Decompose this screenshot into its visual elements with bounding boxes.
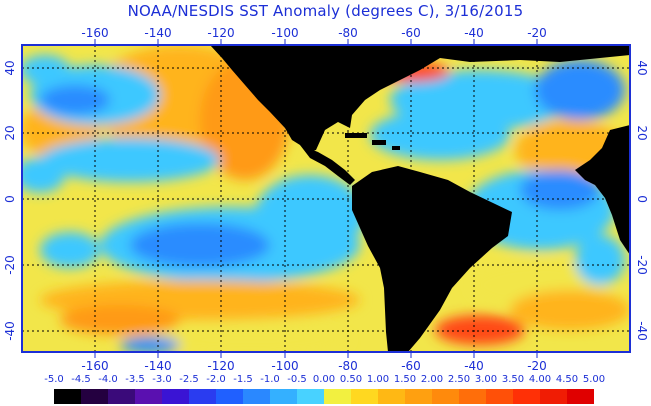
legend-label: -0.5: [287, 374, 307, 385]
sst-anomaly-map: -160 -140 -120 -100 -80 -60 -40 -20 -160…: [3, 26, 649, 372]
land-mask: [210, 45, 630, 352]
legend-label: -3.0: [152, 374, 172, 385]
legend-swatch: [162, 389, 189, 404]
legend-swatch: [513, 389, 540, 404]
legend-label: 5.00: [582, 374, 606, 385]
legend-swatch: [540, 389, 567, 404]
legend-swatch: [108, 389, 135, 404]
lon-label-bottom: -160: [81, 359, 108, 372]
tick-marks: [94, 39, 538, 358]
legend-swatch: [243, 389, 270, 404]
lat-label-left: 0: [3, 195, 17, 203]
legend-swatch: [567, 389, 594, 404]
legend-swatch: [54, 389, 81, 404]
legend-label: -1.0: [260, 374, 280, 385]
legend-swatch: [135, 389, 162, 404]
lon-label-bottom: -40: [464, 359, 484, 372]
lon-label-bottom: -100: [271, 359, 298, 372]
legend-label: -5.0: [44, 374, 64, 385]
lon-label-bottom: -140: [144, 359, 171, 372]
legend-label: 1.50: [393, 374, 417, 385]
legend-swatch: [486, 389, 513, 404]
legend-swatch: [405, 389, 432, 404]
lon-label-bottom: -20: [527, 359, 547, 372]
legend-swatch: [351, 389, 378, 404]
legend-swatch: [459, 389, 486, 404]
lat-label-right: -40: [635, 321, 649, 341]
lat-label-right: 20: [635, 125, 649, 140]
lat-label-left: 40: [3, 60, 17, 75]
lon-label-bottom: -60: [401, 359, 421, 372]
lon-label-top: -100: [271, 26, 298, 40]
legend-label: 1.00: [366, 374, 390, 385]
lon-label-bottom: -120: [207, 359, 234, 372]
lon-label-top: -120: [207, 26, 234, 40]
legend-swatch: [216, 389, 243, 404]
legend-label: 3.50: [501, 374, 525, 385]
legend-swatch: [189, 389, 216, 404]
lat-label-left: -20: [3, 255, 17, 275]
lat-label-left: -40: [3, 321, 17, 341]
legend-swatch: [81, 389, 108, 404]
lat-label-right: 40: [635, 60, 649, 75]
lon-label-top: -80: [338, 26, 358, 40]
legend-label: 0.50: [339, 374, 363, 385]
legend-label: 0.00: [312, 374, 336, 385]
legend-label: -2.5: [179, 374, 199, 385]
lon-label-top: -140: [144, 26, 171, 40]
lon-label-top: -20: [527, 26, 547, 40]
legend-label: -4.5: [71, 374, 91, 385]
legend-swatch: [297, 389, 324, 404]
ocean-anomaly-field: [22, 45, 630, 352]
legend-swatch: [270, 389, 297, 404]
legend-swatch: [432, 389, 459, 404]
legend-label: 4.50: [555, 374, 579, 385]
color-legend: [54, 389, 594, 404]
legend-label: -4.0: [98, 374, 118, 385]
legend-swatch: [378, 389, 405, 404]
lon-label-top: -40: [464, 26, 484, 40]
lat-label-left: 20: [3, 125, 17, 140]
lat-label-right: -20: [635, 255, 649, 275]
legend-label: 2.00: [420, 374, 444, 385]
legend-label: -2.0: [206, 374, 226, 385]
legend-label: -3.5: [125, 374, 145, 385]
legend-labels: -5.0 -4.5 -4.0 -3.5 -3.0 -2.5 -2.0 -1.5 -1.0 -0.5…: [0, 374, 651, 388]
lon-label-top: -60: [401, 26, 421, 40]
lat-label-right: 0: [635, 195, 649, 203]
lon-label-bottom: -80: [338, 359, 358, 372]
legend-label: -1.5: [233, 374, 253, 385]
legend-swatch: [324, 389, 351, 404]
map-frame: [21, 44, 631, 353]
lat-lon-grid: [22, 45, 630, 352]
legend-label: 2.50: [447, 374, 471, 385]
legend-label: 4.00: [528, 374, 552, 385]
lon-label-top: -160: [81, 26, 108, 40]
map-title: NOAA/NESDIS SST Anomaly (degrees C), 3/1…: [127, 2, 524, 20]
legend-label: 3.00: [474, 374, 498, 385]
